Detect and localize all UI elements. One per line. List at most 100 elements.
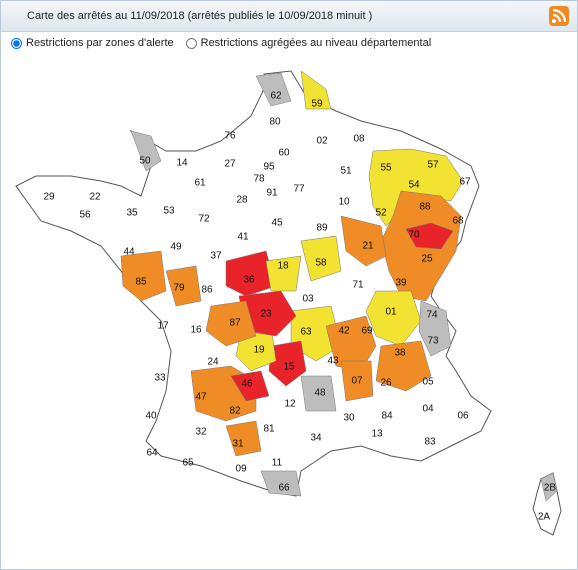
department-label: 65 (182, 458, 194, 469)
department-label: 51 (340, 166, 352, 177)
department-label: 79 (173, 283, 185, 294)
department-label: 67 (459, 177, 471, 188)
title-bar: Carte des arrêtés au 11/09/2018 (arrêtés… (1, 1, 577, 32)
department-label: 52 (375, 208, 387, 219)
department-label: 18 (277, 261, 289, 272)
department-label: 73 (427, 336, 439, 347)
department-label: 50 (139, 156, 151, 167)
department-label: 2A (538, 512, 551, 523)
department-label: 74 (426, 310, 438, 321)
department-label: 03 (302, 294, 314, 305)
department-label: 14 (176, 158, 188, 169)
department-label: 33 (154, 373, 166, 384)
department-label: 16 (190, 325, 202, 336)
department-label: 22 (89, 192, 101, 203)
department-label: 34 (310, 433, 322, 444)
department-label: 37 (210, 251, 222, 262)
department-label: 48 (314, 388, 326, 399)
department-label: 76 (224, 131, 236, 142)
department-label: 15 (283, 362, 295, 373)
department-label: 87 (229, 318, 241, 329)
department-label: 61 (194, 178, 206, 189)
options: Restrictions par zones d'alerte Restricti… (1, 32, 577, 54)
department-label: 81 (263, 424, 275, 435)
radio-option[interactable]: Restrictions agrégées au niveau départem… (185, 37, 432, 49)
department-label: 60 (278, 148, 290, 159)
department-label: 54 (408, 180, 420, 191)
department-label: 07 (351, 376, 363, 387)
department-label: 71 (352, 280, 364, 291)
department-label: 55 (380, 163, 392, 174)
department-label: 66 (278, 483, 290, 494)
department-label: 41 (237, 232, 249, 243)
alert-zones (120, 70, 558, 502)
department-label: 45 (271, 218, 283, 229)
department-label: 70 (408, 230, 420, 241)
radio-label: Restrictions agrégées au niveau départem… (200, 37, 432, 49)
department-label: 36 (243, 275, 255, 286)
department-label: 78 (253, 174, 265, 185)
department-label: 64 (146, 448, 158, 459)
department-label: 31 (232, 439, 244, 450)
department-label: 06 (457, 411, 469, 422)
department-label: 44 (123, 247, 135, 258)
department-label: 95 (263, 162, 275, 173)
department-label: 46 (241, 379, 253, 390)
department-label: 04 (422, 404, 434, 415)
department-label: 01 (385, 307, 397, 318)
department-label: 30 (343, 413, 355, 424)
department-label: 82 (229, 406, 241, 417)
department-label: 26 (380, 378, 392, 389)
radio-option[interactable]: Restrictions par zones d'alerte (11, 37, 174, 49)
department-label: 19 (253, 345, 265, 356)
department-label: 28 (236, 195, 248, 206)
department-label: 53 (163, 206, 175, 217)
department-label: 25 (421, 254, 433, 265)
department-label: 43 (327, 356, 339, 367)
department-label: 12 (284, 399, 296, 410)
department-label: 40 (145, 411, 157, 422)
department-label: 09 (235, 464, 247, 475)
department-label: 68 (452, 216, 464, 227)
department-label: 91 (266, 188, 278, 199)
department-label: 62 (270, 91, 282, 102)
department-label: 13 (371, 429, 383, 440)
department-label: 88 (419, 202, 431, 213)
department-label: 2B (544, 483, 557, 494)
department-label: 80 (269, 117, 281, 128)
department-label: 10 (338, 197, 350, 208)
department-label: 69 (361, 326, 373, 337)
radio-button[interactable] (11, 37, 22, 49)
department-label: 35 (126, 208, 138, 219)
department-label: 86 (201, 285, 213, 296)
department-label: 72 (198, 214, 210, 225)
department-label: 32 (195, 427, 207, 438)
department-label: 89 (316, 223, 328, 234)
department-label: 42 (338, 326, 350, 337)
department-label: 47 (195, 392, 207, 403)
title: Carte des arrêtés au 11/09/2018 (arrêtés… (27, 10, 373, 22)
radio-button[interactable] (185, 37, 197, 49)
department-label: 57 (427, 160, 439, 171)
rss-icon[interactable] (549, 6, 569, 26)
department-label: 56 (79, 210, 91, 221)
department-label: 29 (43, 192, 55, 203)
department-label: 58 (315, 258, 327, 269)
department-label: 39 (395, 278, 407, 289)
department-label: 08 (353, 134, 365, 145)
department-label: 05 (422, 377, 434, 388)
department-label: 38 (394, 348, 406, 359)
department-label: 23 (260, 309, 272, 320)
department-label: 49 (170, 242, 182, 253)
department-label: 63 (300, 327, 312, 338)
department-label: 59 (311, 99, 323, 110)
department-label: 11 (272, 458, 283, 469)
department-label: 24 (207, 357, 219, 368)
department-label: 84 (381, 411, 393, 422)
department-label: 85 (135, 277, 147, 288)
department-label: 27 (224, 159, 236, 170)
department-label: 77 (293, 184, 305, 195)
department-label: 02 (316, 136, 328, 147)
